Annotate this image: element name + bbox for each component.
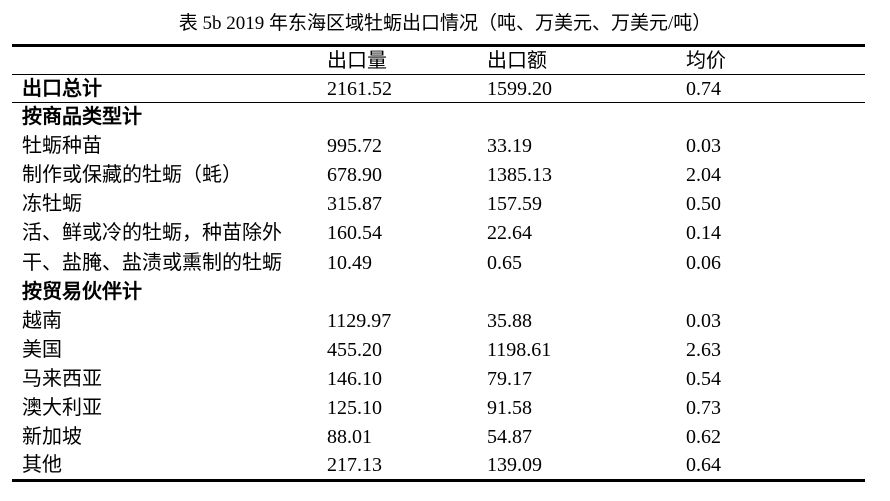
row-value <box>487 277 686 306</box>
row-volume: 2161.52 <box>327 74 487 103</box>
row-value: 157.59 <box>487 193 542 216</box>
row-price <box>686 103 865 132</box>
row-label: 新加坡 <box>22 426 82 449</box>
row-label: 干、盐腌、盐渍或熏制的牡蛎 <box>22 251 282 274</box>
row-value: 22.64 <box>487 222 532 245</box>
row-value: 1198.61 <box>487 338 552 361</box>
row-volume <box>327 277 487 306</box>
row-value: 35.88 <box>487 309 532 332</box>
row-price: 0.73 <box>686 396 721 419</box>
row-value: 139.09 <box>487 454 542 477</box>
header-price-cell: 均价 <box>686 45 865 75</box>
table-row: 其他 217.13 139.09 0.64 <box>12 452 865 481</box>
table-row: 牡蛎种苗 995.72 33.19 0.03 <box>12 132 865 161</box>
row-volume: 455.20 <box>327 338 382 361</box>
row-volume: 88.01 <box>327 426 372 449</box>
row-value: 91.58 <box>487 396 532 419</box>
row-volume <box>327 103 487 132</box>
section-label: 按贸易伙伴计 <box>22 280 142 303</box>
row-label: 越南 <box>22 309 62 332</box>
export-table: 出口量 出口额 均价 出口总计 2161.52 1599.20 0.74 按商品… <box>12 44 865 483</box>
table-row: 马来西亚 146.10 79.17 0.54 <box>12 364 865 393</box>
row-volume: 995.72 <box>327 135 382 158</box>
row-value: 33.19 <box>487 135 532 158</box>
row-price <box>686 277 865 306</box>
row-value: 1599.20 <box>487 74 686 103</box>
table-row: 活、鲜或冷的牡蛎，种苗除外 160.54 22.64 0.14 <box>12 219 865 248</box>
row-label: 出口总计 <box>12 74 327 103</box>
table-body: 出口总计 2161.52 1599.20 0.74 按商品类型计 牡蛎种苗 99… <box>12 74 865 481</box>
row-volume: 1129.97 <box>327 309 392 332</box>
table-row: 干、盐腌、盐渍或熏制的牡蛎 10.49 0.65 0.06 <box>12 248 865 277</box>
table-row: 澳大利亚 125.10 91.58 0.73 <box>12 393 865 422</box>
table-row-total: 出口总计 2161.52 1599.20 0.74 <box>12 74 865 103</box>
table-header: 出口量 出口额 均价 <box>12 45 865 75</box>
table-row: 美国 455.20 1198.61 2.63 <box>12 335 865 364</box>
row-value: 1385.13 <box>487 164 552 187</box>
row-price: 0.50 <box>686 193 721 216</box>
row-price: 0.06 <box>686 251 721 274</box>
row-volume: 315.87 <box>327 193 382 216</box>
row-price: 0.62 <box>686 426 721 449</box>
row-label: 制作或保藏的牡蛎（蚝） <box>22 164 242 187</box>
row-label: 冻牡蛎 <box>22 193 82 216</box>
header-value-cell: 出口额 <box>487 45 686 75</box>
row-value: 54.87 <box>487 426 532 449</box>
header-row: 出口量 出口额 均价 <box>12 45 865 75</box>
row-volume: 146.10 <box>327 367 382 390</box>
row-volume: 125.10 <box>327 396 382 419</box>
row-label: 活、鲜或冷的牡蛎，种苗除外 <box>22 222 282 245</box>
row-price: 0.14 <box>686 222 721 245</box>
row-volume: 217.13 <box>327 454 382 477</box>
row-price: 2.04 <box>686 164 721 187</box>
row-label: 美国 <box>22 338 62 361</box>
row-volume: 10.49 <box>327 251 372 274</box>
row-price: 0.54 <box>686 367 721 390</box>
header-label-cell <box>12 45 327 75</box>
table-title: 表 5b 2019 年东海区域牡蛎出口情况（吨、万美元、万美元/吨） <box>178 13 712 34</box>
row-price: 0.03 <box>686 309 721 332</box>
table-row: 冻牡蛎 315.87 157.59 0.50 <box>12 190 865 219</box>
row-price: 2.63 <box>686 338 721 361</box>
row-price: 0.03 <box>686 135 721 158</box>
row-label: 澳大利亚 <box>22 396 102 419</box>
row-label: 其他 <box>22 454 62 477</box>
table-row: 越南 1129.97 35.88 0.03 <box>12 306 865 335</box>
section-row-by-commodity: 按商品类型计 <box>12 103 865 132</box>
row-value: 79.17 <box>487 367 532 390</box>
row-price: 0.74 <box>686 74 865 103</box>
row-price: 0.64 <box>686 454 721 477</box>
row-value <box>487 103 686 132</box>
row-label: 牡蛎种苗 <box>22 135 102 158</box>
row-volume: 160.54 <box>327 222 382 245</box>
header-volume-cell: 出口量 <box>327 45 487 75</box>
row-volume: 678.90 <box>327 164 382 187</box>
section-label: 按商品类型计 <box>22 106 142 129</box>
row-value: 0.65 <box>487 251 522 274</box>
section-row-by-trade-partner: 按贸易伙伴计 <box>12 277 865 306</box>
table-row: 制作或保藏的牡蛎（蚝） 678.90 1385.13 2.04 <box>12 161 865 190</box>
row-label: 马来西亚 <box>22 367 102 390</box>
table-row: 新加坡 88.01 54.87 0.62 <box>12 423 865 452</box>
